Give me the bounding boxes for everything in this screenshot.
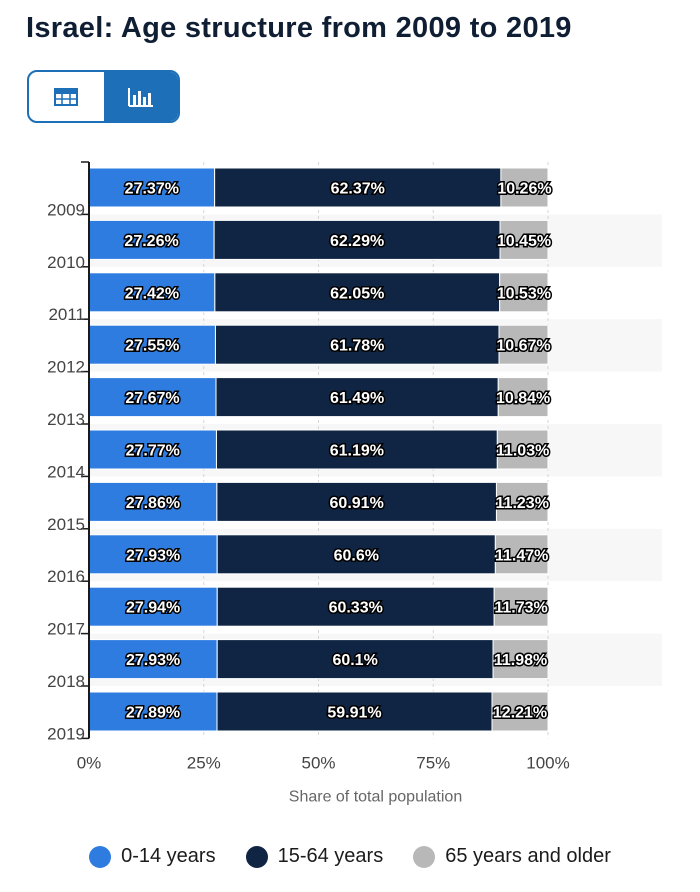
bar-2016-series-0[interactable] [88, 534, 218, 575]
data-label-2012-series-2: 10.67% [496, 338, 550, 355]
legend-item-65-plus[interactable]: 65 years and older [413, 845, 611, 868]
category-label-2009: 2009 [47, 200, 85, 219]
x-axis-title: Share of total population [289, 788, 462, 805]
data-label-2018-series-1: 60.1% [332, 652, 377, 669]
legend-dot-0-14 [89, 845, 112, 868]
bar-2015-series-1[interactable] [216, 481, 497, 522]
data-label-2009-series-1: 62.37% [331, 181, 385, 198]
legend-item-15-64[interactable]: 15-64 years [245, 845, 384, 868]
x-tick-label: 25% [187, 753, 221, 772]
data-label-2011-series-1: 62.05% [330, 285, 384, 302]
legend-dot-15-64 [245, 845, 268, 868]
bar-2015-series-2[interactable] [495, 481, 549, 522]
data-label-2011-series-0: 27.42% [125, 285, 179, 302]
stacked-bar-chart: 27.37% 62.37% 10.26% 27.26% 62.29% 10.45% 27.4… [47, 161, 570, 806]
category-label-2018: 2018 [47, 672, 85, 691]
data-label-2010-series-0: 27.26% [124, 233, 178, 250]
data-label-2016-series-0: 27.93% [126, 547, 180, 564]
bar-2015-series-0[interactable] [88, 481, 218, 522]
bar-2019-series-1[interactable] [216, 691, 493, 732]
bar-2012-series-1[interactable] [214, 324, 500, 365]
data-label-2013-series-0: 27.67% [125, 390, 179, 407]
bar-2013-series-1[interactable] [215, 377, 499, 418]
category-label-2019: 2019 [47, 724, 85, 743]
category-label-2015: 2015 [47, 515, 85, 534]
bar-2013-series-0[interactable] [88, 377, 217, 418]
category-label-2014: 2014 [47, 462, 85, 481]
bar-2012-series-2[interactable] [498, 324, 549, 365]
data-label-2015-series-2: 11.23% [496, 495, 549, 512]
data-label-2017-series-0: 27.94% [126, 600, 180, 617]
bar-2009-series-1[interactable] [214, 167, 502, 208]
bar-2019-series-2[interactable] [491, 691, 549, 732]
legend-item-0-14[interactable]: 0-14 years [89, 845, 216, 868]
chart-title: Israel: Age structure from 2009 to 2019 [26, 12, 572, 44]
x-tick-label: 50% [301, 753, 335, 772]
data-label-2012-series-0: 27.55% [125, 338, 179, 355]
data-label-2011-series-2: 10.53% [497, 285, 551, 302]
legend-label-65-plus: 65 years and older [445, 845, 611, 867]
x-tick-label: 0% [77, 753, 102, 772]
data-label-2014-series-2: 11.03% [496, 443, 549, 460]
legend-dot-65-plus [413, 845, 436, 868]
bar-2014-series-1[interactable] [215, 429, 498, 470]
bar-2016-series-2[interactable] [494, 534, 549, 575]
bar-2014-series-2[interactable] [496, 429, 549, 470]
x-tick-label: 100% [526, 753, 569, 772]
data-label-2014-series-1: 61.19% [330, 443, 384, 460]
data-label-2019-series-1: 59.91% [327, 705, 381, 722]
view-toggle [27, 70, 180, 123]
legend: 0-14 years 15-64 years 65 years and olde… [0, 845, 700, 868]
x-tick-label: 75% [416, 753, 450, 772]
bar-2018-series-2[interactable] [492, 639, 549, 680]
category-label-2012: 2012 [47, 358, 85, 377]
category-label-2016: 2016 [47, 567, 85, 586]
data-label-2013-series-2: 10.84% [496, 390, 550, 407]
legend-label-15-64: 15-64 years [277, 845, 384, 867]
data-label-2017-series-2: 11.73% [494, 600, 547, 617]
category-label-2017: 2017 [47, 620, 85, 639]
data-label-2016-series-2: 11.47% [495, 547, 548, 564]
bar-2012-series-0[interactable] [88, 324, 216, 365]
table-view-button[interactable] [29, 72, 104, 121]
table-icon [54, 87, 79, 106]
data-label-2018-series-0: 27.93% [126, 652, 180, 669]
category-label-2010: 2010 [47, 253, 85, 272]
bar-2009-series-2[interactable] [500, 167, 549, 208]
bar-2011-series-1[interactable] [214, 272, 501, 313]
category-label-2011: 2011 [48, 305, 85, 324]
data-label-2010-series-2: 10.45% [497, 233, 551, 250]
bar-2011-series-2[interactable] [499, 272, 549, 313]
bar-chart-icon [127, 87, 153, 107]
bar-2013-series-2[interactable] [497, 377, 549, 418]
legend-label-0-14: 0-14 years [121, 845, 216, 867]
bar-2010-series-0[interactable] [88, 219, 215, 260]
data-label-2019-series-2: 12.21% [493, 705, 547, 722]
data-label-2019-series-0: 27.89% [126, 705, 180, 722]
data-label-2018-series-2: 11.98% [494, 652, 547, 669]
data-label-2010-series-1: 62.29% [330, 233, 384, 250]
bar-2018-series-0[interactable] [88, 639, 218, 680]
bar-2017-series-2[interactable] [493, 586, 549, 627]
data-label-2012-series-1: 61.78% [330, 338, 384, 355]
bar-2014-series-0[interactable] [88, 429, 217, 470]
bar-2016-series-1[interactable] [216, 534, 496, 575]
data-label-2014-series-0: 27.77% [126, 443, 180, 460]
data-label-2016-series-1: 60.6% [334, 547, 379, 564]
category-label-2013: 2013 [47, 410, 85, 429]
data-label-2015-series-0: 27.86% [126, 495, 180, 512]
data-label-2009-series-2: 10.26% [497, 181, 551, 198]
bar-2017-series-0[interactable] [88, 586, 218, 627]
data-label-2015-series-1: 60.91% [330, 495, 384, 512]
chart-view-button[interactable] [103, 72, 178, 121]
data-label-2013-series-1: 61.49% [330, 390, 384, 407]
bar-2019-series-0[interactable] [88, 691, 218, 732]
bar-2018-series-1[interactable] [216, 639, 494, 680]
data-label-2009-series-0: 27.37% [125, 181, 179, 198]
bar-2010-series-2[interactable] [499, 219, 549, 260]
data-label-2017-series-1: 60.33% [329, 600, 383, 617]
